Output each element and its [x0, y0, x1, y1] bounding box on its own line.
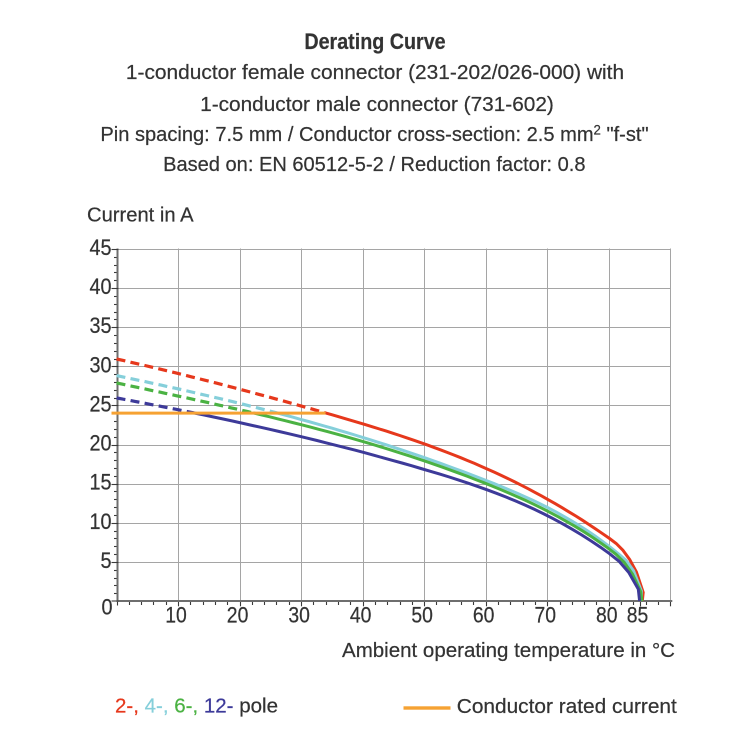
svg-text:30: 30	[288, 604, 310, 628]
svg-text:20: 20	[89, 431, 111, 455]
svg-text:0: 0	[101, 595, 112, 619]
svg-text:Derating Curve: Derating Curve	[304, 30, 445, 54]
svg-text:45: 45	[89, 236, 111, 260]
svg-text:1-conductor male connector (73: 1-conductor male connector (731-602)	[200, 93, 554, 116]
svg-text:70: 70	[534, 604, 556, 628]
svg-text:10: 10	[165, 604, 187, 628]
svg-text:40: 40	[89, 275, 111, 299]
svg-text:Based on: EN 60512-5-2 / Reduc: Based on: EN 60512-5-2 / Reduction facto…	[163, 154, 585, 176]
svg-text:85: 85	[627, 604, 649, 628]
svg-text:30: 30	[89, 353, 111, 377]
svg-text:Ambient operating temperature: Ambient operating temperature in °C	[342, 639, 675, 662]
svg-text:Conductor rated current: Conductor rated current	[457, 695, 677, 718]
svg-text:2-, 4-, 6-, 12- pole: 2-, 4-, 6-, 12- pole	[115, 695, 278, 718]
svg-text:25: 25	[89, 392, 111, 416]
svg-text:40: 40	[350, 604, 372, 628]
svg-text:1-conductor female connector (: 1-conductor female connector (231-202/02…	[126, 61, 624, 84]
svg-text:Current in A: Current in A	[87, 204, 194, 226]
svg-text:20: 20	[227, 604, 249, 628]
svg-text:15: 15	[89, 471, 111, 495]
svg-text:80: 80	[596, 604, 618, 628]
svg-text:35: 35	[89, 314, 111, 338]
svg-text:10: 10	[89, 510, 111, 534]
svg-text:5: 5	[100, 549, 111, 573]
svg-text:60: 60	[473, 604, 495, 628]
svg-text:Pin spacing: 7.5 mm / Conducto: Pin spacing: 7.5 mm / Conductor cross-se…	[100, 122, 648, 146]
svg-text:50: 50	[411, 604, 433, 628]
